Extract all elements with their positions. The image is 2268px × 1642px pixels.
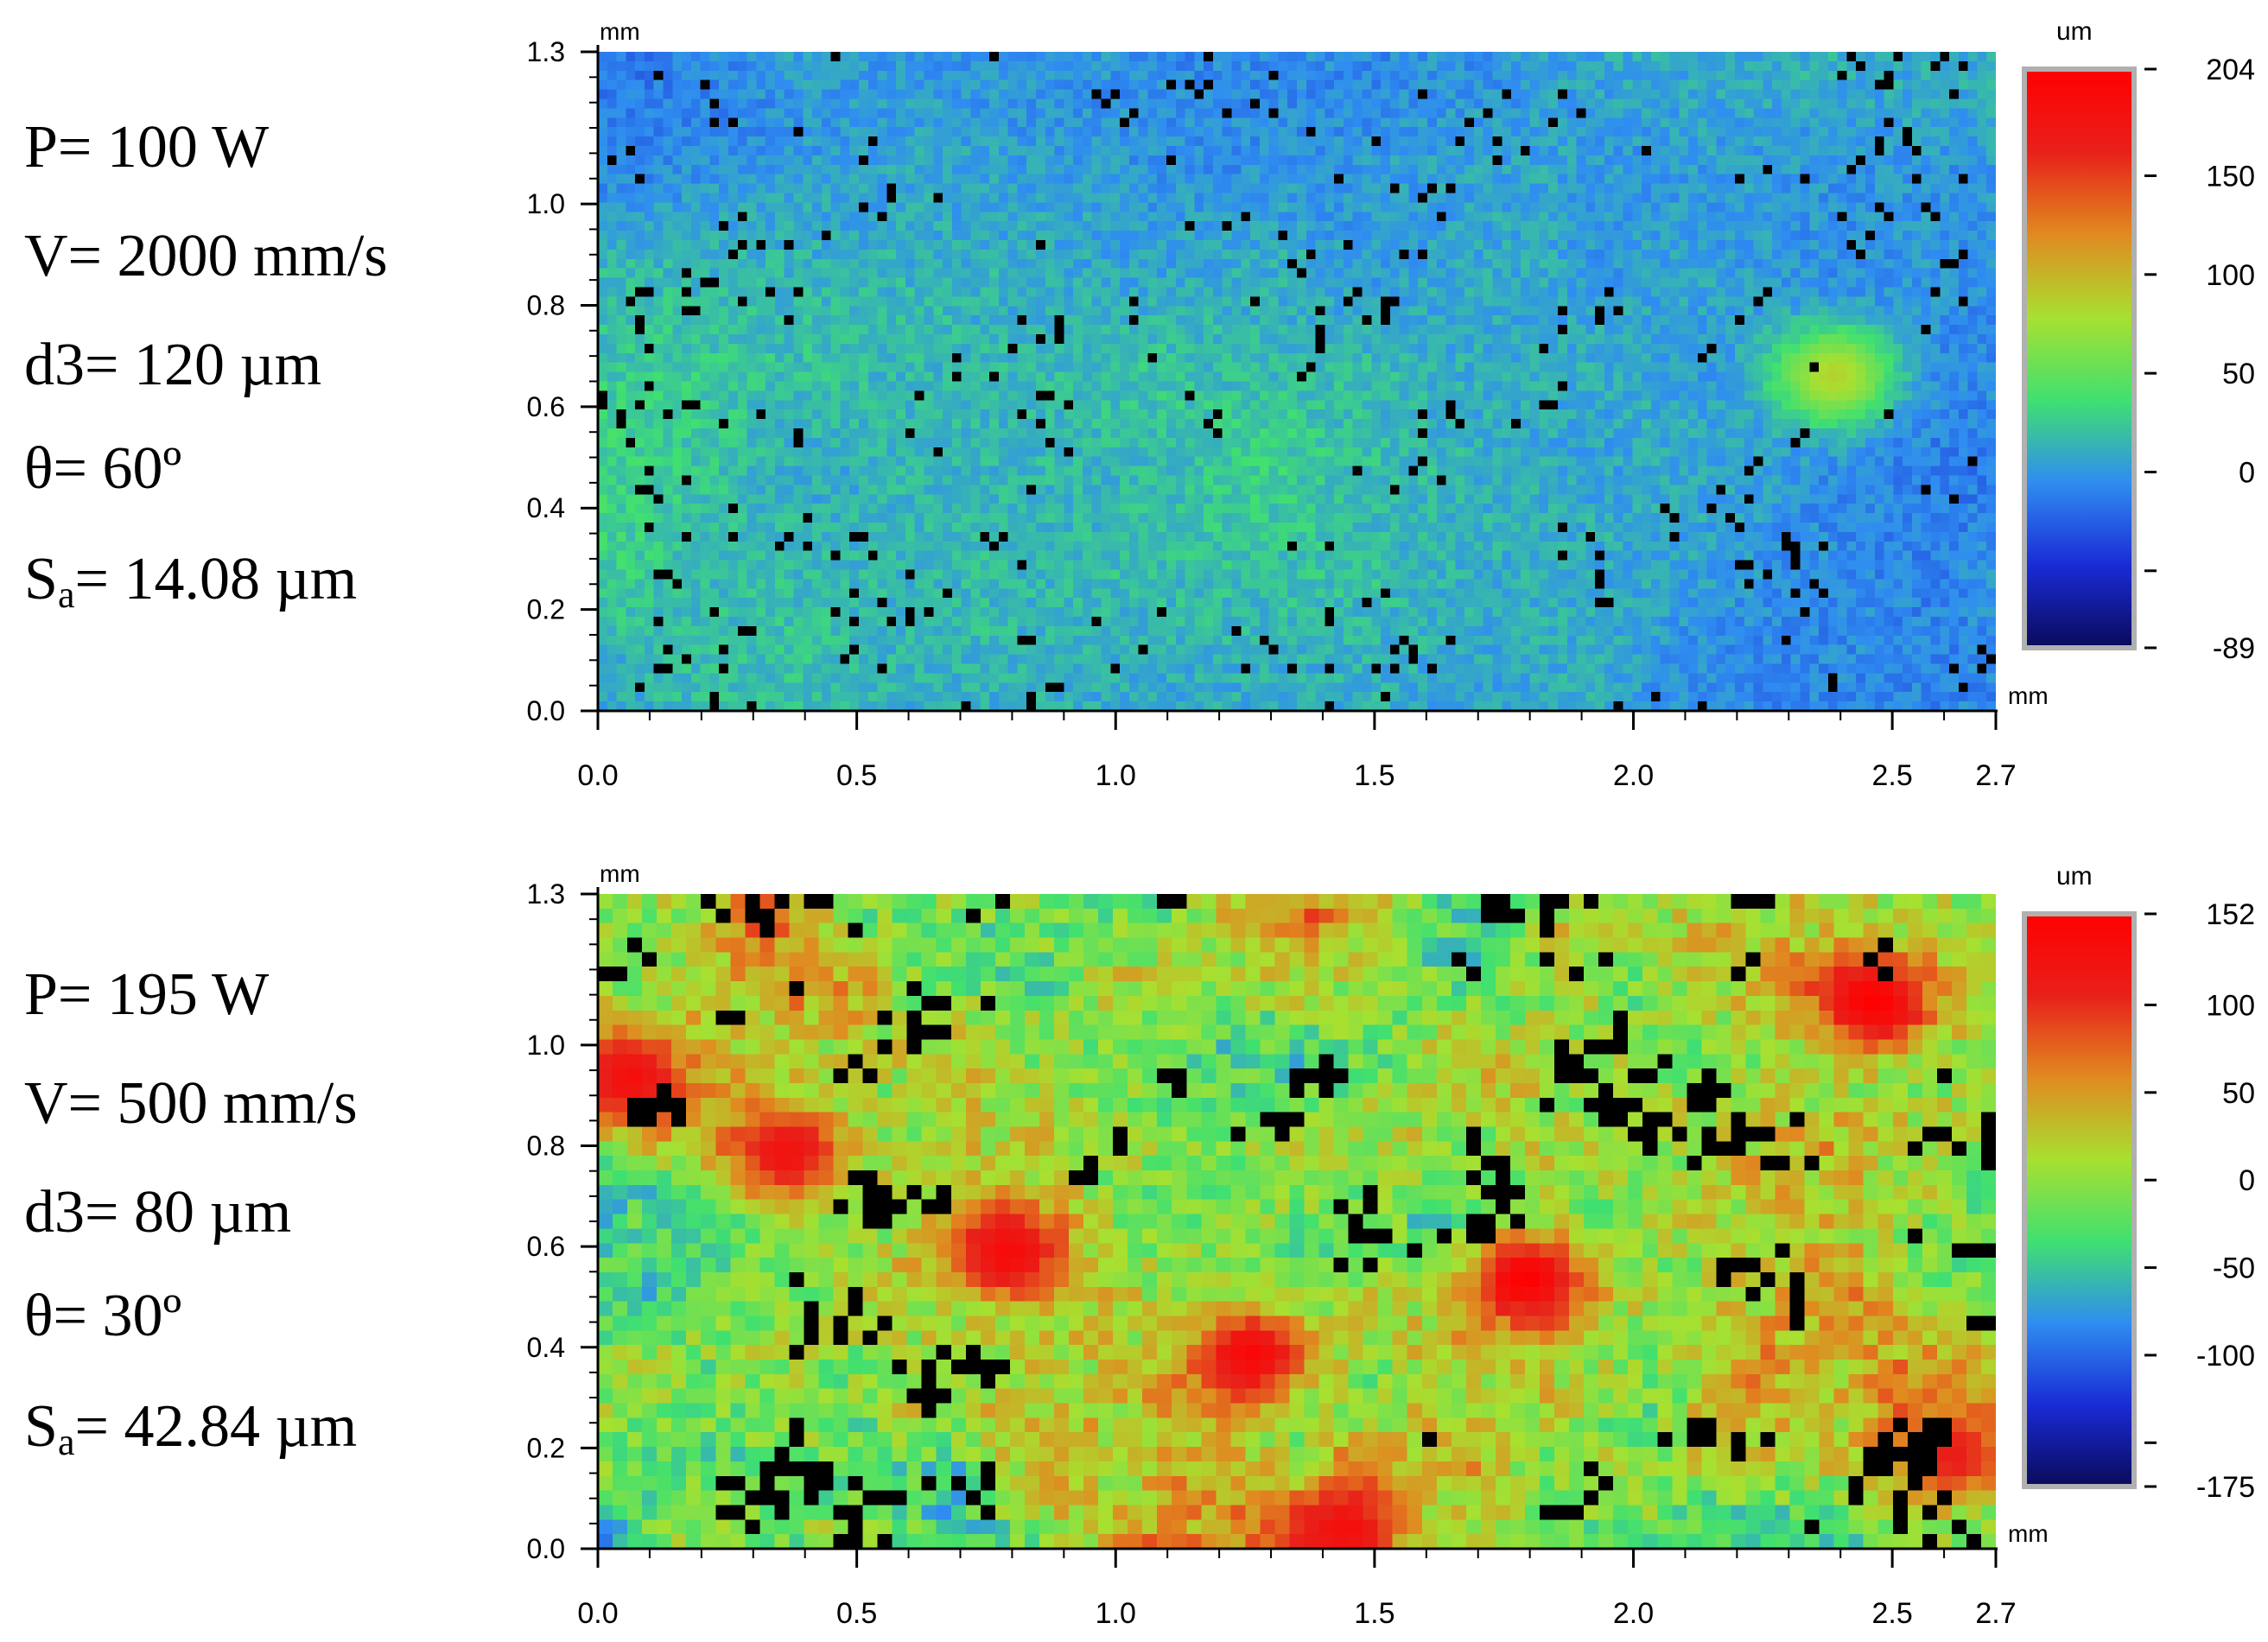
y-tick-label: 1.3 <box>527 36 565 67</box>
colorbar-tick-label: 0 <box>2239 456 2255 489</box>
colorbar-tick-label: -100 <box>2196 1340 2255 1373</box>
colorbar-min-label: -175 <box>2196 1471 2255 1504</box>
y-tick-label: 1.3 <box>527 878 565 910</box>
x-unit-label: mm <box>2008 682 2049 709</box>
param-velocity-1: V= 2000 mm/s <box>24 223 388 289</box>
x-tick-label: 0.0 <box>577 1597 618 1630</box>
param-theta-1: θ= 60º <box>24 435 182 502</box>
x-unit-label: mm <box>2008 1520 2049 1547</box>
y-tick-label: 0.4 <box>527 1332 565 1363</box>
param-sa-subscript-2: a <box>57 1421 75 1463</box>
colorbar-tick-label: 204 <box>2206 54 2255 86</box>
colorbar-min-label: -89 <box>2213 632 2255 665</box>
param-sa-symbol-2: S <box>24 1393 58 1460</box>
param-power-1: P= 100 W <box>24 114 270 181</box>
y-tick-label: 0.6 <box>527 391 565 422</box>
param-sa-value-2: = 42.84 µm <box>74 1393 358 1460</box>
heatmap-image-2 <box>598 894 1996 1549</box>
x-tick-label: 2.5 <box>1872 759 1913 792</box>
param-power-2: P= 195 W <box>24 961 270 1028</box>
y-unit-label: mm <box>600 18 640 45</box>
y-tick-label: 0.4 <box>527 492 565 523</box>
colorbar-unit-label: um <box>2056 17 2093 46</box>
colorbar-tick-label: 150 <box>2206 160 2255 193</box>
x-tick-label: 2.7 <box>1975 1597 2016 1630</box>
colorbar-tick-label: 50 <box>2222 358 2255 390</box>
x-tick-label: 2.5 <box>1872 1597 1913 1630</box>
colorbar-1 <box>2022 67 2137 650</box>
colorbar-tick-label: 0 <box>2239 1164 2255 1197</box>
y-tick-label: 1.0 <box>527 1030 565 1061</box>
y-tick-label: 0.0 <box>527 695 565 726</box>
x-tick-label: 1.0 <box>1096 1597 1136 1630</box>
param-d3-1: d3= 120 µm <box>24 332 322 398</box>
colorbar-tick-label: 100 <box>2206 259 2255 292</box>
x-tick-label: 2.0 <box>1613 759 1654 792</box>
param-theta-2: θ= 30º <box>24 1283 182 1349</box>
x-tick-label: 1.5 <box>1354 1597 1394 1630</box>
param-sa-subscript-1: a <box>57 574 75 616</box>
y-tick-label: 0.0 <box>527 1533 565 1564</box>
colorbar-2 <box>2022 911 2137 1489</box>
colorbar-tick-label: -50 <box>2213 1252 2255 1285</box>
y-tick-label: 0.2 <box>527 1432 565 1463</box>
y-tick-label: 1.0 <box>527 188 565 219</box>
y-tick-label: 0.8 <box>527 1131 565 1162</box>
x-tick-label: 2.7 <box>1975 759 2016 792</box>
colorbar-tick-label: 152 <box>2206 898 2255 931</box>
x-tick-label: 2.0 <box>1613 1597 1654 1630</box>
param-sa-2: Sa= 42.84 µm <box>24 1397 357 1461</box>
x-tick-label: 0.5 <box>836 1597 877 1630</box>
param-d3-2: d3= 80 µm <box>24 1179 292 1246</box>
y-tick-label: 0.8 <box>527 289 565 320</box>
heatmap-image-1 <box>598 52 1996 711</box>
param-sa-1: Sa= 14.08 µm <box>24 549 357 614</box>
y-tick-label: 0.6 <box>527 1231 565 1262</box>
param-sa-symbol-1: S <box>24 546 58 612</box>
y-tick-label: 0.2 <box>527 594 565 625</box>
colorbar-tick-label: 100 <box>2206 989 2255 1022</box>
x-tick-label: 0.5 <box>836 759 877 792</box>
param-velocity-2: V= 500 mm/s <box>24 1070 358 1137</box>
colorbar-tick-label: 50 <box>2222 1077 2255 1110</box>
param-sa-value-1: = 14.08 µm <box>74 546 358 612</box>
y-unit-label: mm <box>600 860 640 887</box>
x-tick-label: 1.5 <box>1354 759 1394 792</box>
colorbar-unit-label: um <box>2056 862 2093 891</box>
x-tick-label: 1.0 <box>1096 759 1136 792</box>
x-tick-label: 0.0 <box>577 759 618 792</box>
